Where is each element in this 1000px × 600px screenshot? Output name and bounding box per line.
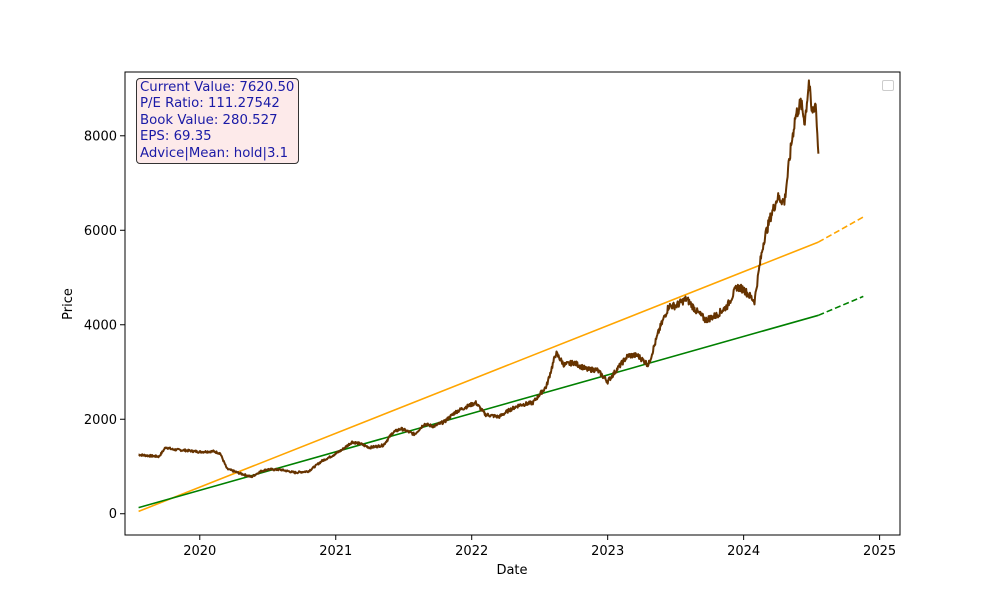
stock-info-box: Current Value: 7620.50 P/E Ratio: 111.27…: [136, 78, 300, 165]
x-axis-ticks: 2020 2021 2022 2023 2024 2025: [183, 535, 896, 559]
series-price: [138, 79, 820, 479]
y-tick-label: 8000: [84, 129, 117, 144]
x-tick-label: 2025: [863, 544, 896, 559]
legend: [882, 80, 894, 91]
series-green-trend-projection: [818, 295, 864, 317]
y-axis-label: Price: [61, 288, 76, 320]
y-axis-ticks: 0 2000 4000 6000 8000: [84, 129, 125, 522]
y-tick-label: 2000: [84, 413, 117, 428]
y-tick-label: 6000: [84, 224, 117, 239]
pe-ratio-text: P/E Ratio: 111.27542: [140, 96, 280, 112]
x-tick-label: 2020: [183, 544, 216, 559]
x-tick-label: 2023: [591, 544, 624, 559]
series-orange-trend: [138, 241, 819, 513]
book-value-text: Book Value: 280.527: [140, 112, 278, 128]
current-value-text: Current Value: 7620.50: [140, 80, 295, 95]
x-tick-label: 2021: [319, 544, 352, 559]
advice-text: Advice|Mean: hold|3.1: [140, 145, 289, 161]
x-tick-label: 2024: [727, 544, 760, 559]
y-tick-label: 0: [109, 507, 117, 522]
y-tick-label: 4000: [84, 318, 117, 333]
series-layer: [138, 79, 864, 513]
x-axis-label: Date: [496, 563, 527, 578]
eps-text: EPS: 69.35: [140, 129, 212, 145]
x-tick-label: 2022: [455, 544, 488, 559]
